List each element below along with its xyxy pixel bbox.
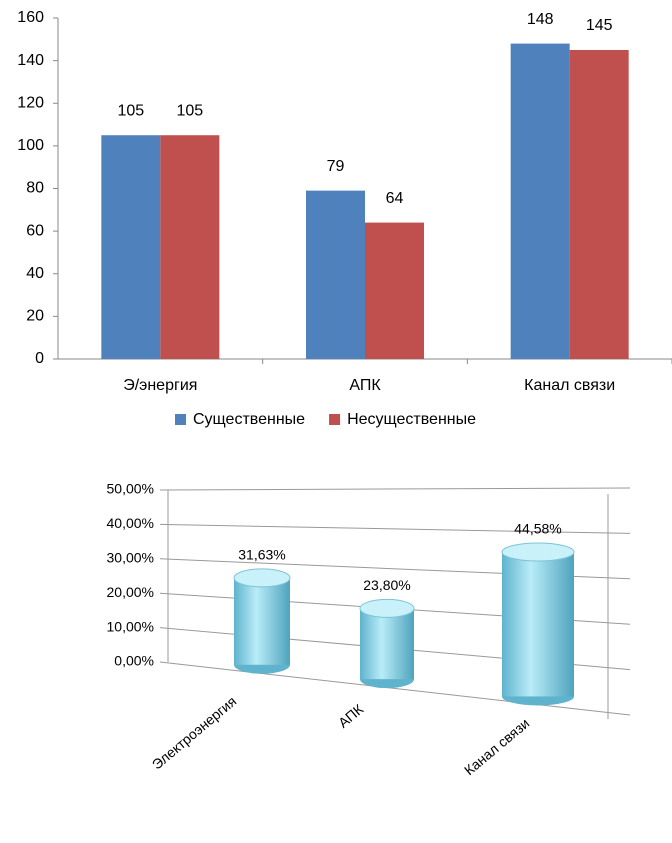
y-tick-label: 0 <box>35 350 44 367</box>
grid-line <box>159 523 631 534</box>
bar <box>306 190 365 359</box>
x-tick-label: Канал связи <box>461 715 532 778</box>
bar <box>160 135 220 359</box>
grid-line <box>159 487 631 491</box>
data-label: 148 <box>527 11 554 28</box>
x-tick-label: Канал связи <box>524 377 615 394</box>
data-label: 79 <box>327 158 345 175</box>
cylinder-top <box>359 598 415 618</box>
bar <box>101 135 161 359</box>
data-label: 145 <box>586 17 613 34</box>
cylinder-top <box>233 568 291 588</box>
data-label: 105 <box>176 102 203 119</box>
y-tick-label: 30,00% <box>107 550 154 566</box>
y-tick-label: 120 <box>17 94 44 111</box>
y-tick-label: 50,00% <box>107 481 154 497</box>
y-tick-label: 100 <box>17 137 44 154</box>
y-tick-label: 80 <box>26 180 44 197</box>
cylinder <box>360 608 414 680</box>
y-tick-label: 160 <box>17 9 44 26</box>
bar <box>569 49 629 359</box>
legend-label: Существенные <box>193 411 305 428</box>
y-tick-label: 20,00% <box>107 584 154 600</box>
legend-label: Несущественные <box>347 411 476 428</box>
y-tick-label: 140 <box>17 52 44 69</box>
x-tick-label: Электроэнергия <box>149 693 240 773</box>
x-tick-label: АПК <box>335 700 367 730</box>
bar <box>510 43 570 359</box>
data-label: 44,58% <box>514 521 561 537</box>
y-tick-label: 40 <box>26 265 44 282</box>
data-label: 23,80% <box>363 577 410 593</box>
y-tick-label: 20 <box>26 308 44 325</box>
data-label: 64 <box>386 190 404 207</box>
y-tick-label: 60 <box>26 222 44 239</box>
y-tick-label: 0,00% <box>114 653 154 669</box>
x-tick-label: Э/энергия <box>123 377 197 394</box>
cylinder <box>234 577 290 665</box>
bar <box>365 222 424 359</box>
cylinder-top <box>501 542 575 562</box>
data-label: 31,63% <box>238 547 285 563</box>
y-tick-label: 10,00% <box>107 618 154 634</box>
legend-swatch <box>329 414 341 425</box>
grid-line <box>159 661 631 716</box>
legend-swatch <box>175 414 186 425</box>
data-label: 105 <box>117 102 144 119</box>
cylinder-chart: 0,00% 10,00% 20,00% 30,00% 40,00% 50,00% 31,63… <box>107 481 631 778</box>
y-tick-label: 40,00% <box>107 515 154 531</box>
x-tick-label: АПК <box>349 377 381 394</box>
cylinder <box>502 551 574 697</box>
